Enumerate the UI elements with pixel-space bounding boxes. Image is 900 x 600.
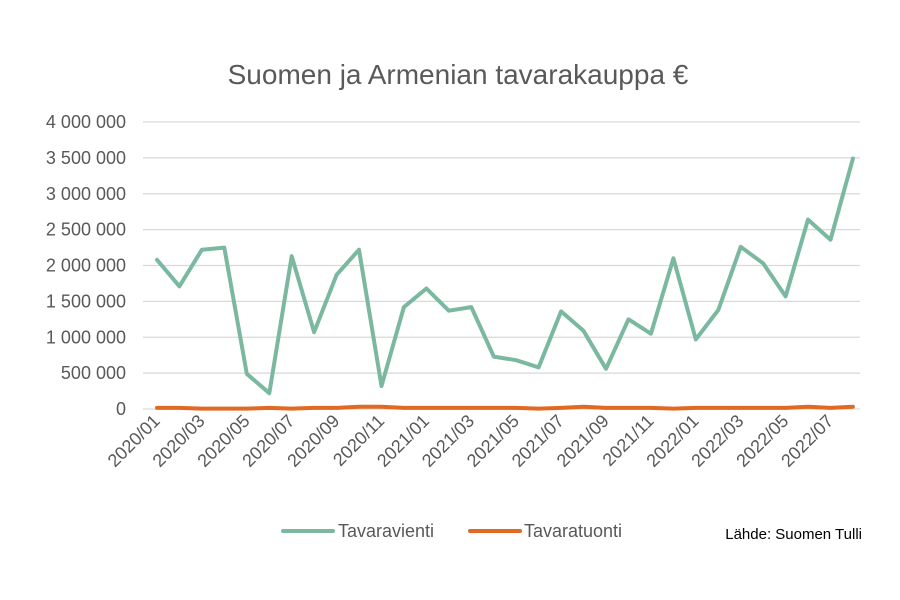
data-point	[492, 406, 496, 410]
data-point	[312, 406, 316, 410]
data-point	[357, 405, 361, 409]
data-point	[447, 406, 451, 410]
data-point	[739, 406, 743, 410]
data-point	[424, 286, 428, 290]
data-point	[694, 337, 698, 341]
y-tick-label: 2 500 000	[46, 220, 126, 240]
y-tick-label: 3 000 000	[46, 184, 126, 204]
data-point	[177, 406, 181, 410]
chart-title: Suomen ja Armenian tavarakauppa €	[228, 59, 689, 90]
data-point	[694, 406, 698, 410]
data-point	[312, 330, 316, 334]
data-point	[245, 372, 249, 376]
data-point	[649, 332, 653, 336]
y-tick-label: 2 000 000	[46, 256, 126, 276]
data-point	[514, 406, 518, 410]
data-point	[784, 406, 788, 410]
data-point	[582, 329, 586, 333]
data-point	[806, 218, 810, 222]
source-note: Lähde: Suomen Tulli	[725, 526, 862, 543]
data-point	[155, 406, 159, 410]
data-point	[200, 248, 204, 252]
legend: Tavaravienti Tavaratuonti	[281, 521, 622, 541]
data-point	[761, 261, 765, 265]
data-point	[604, 406, 608, 410]
grid-lines	[143, 121, 860, 410]
data-point	[290, 407, 294, 411]
data-point	[200, 407, 204, 411]
data-point	[222, 407, 226, 411]
data-point	[267, 406, 271, 410]
data-point	[806, 405, 810, 409]
data-point	[626, 317, 630, 321]
x-axis-ticks: 2020/012020/032020/052020/072020/092020/…	[104, 411, 838, 471]
series-line-tavaratuonti	[155, 404, 855, 411]
series-line-tavaravienti	[155, 156, 855, 396]
y-tick-label: 1 500 000	[46, 291, 126, 311]
data-point	[537, 407, 541, 411]
data-point	[559, 406, 563, 410]
data-point	[851, 405, 855, 409]
data-point	[267, 391, 271, 395]
data-point	[604, 367, 608, 371]
data-point	[716, 406, 720, 410]
data-point	[469, 406, 473, 410]
data-point	[492, 355, 496, 359]
y-tick-label: 1 000 000	[46, 327, 126, 347]
data-point	[335, 273, 339, 277]
data-point	[626, 406, 630, 410]
data-point	[829, 238, 833, 242]
series-lines	[155, 156, 855, 411]
data-point	[177, 284, 181, 288]
y-tick-label: 0	[116, 399, 126, 419]
y-tick-label: 4 000 000	[46, 112, 126, 132]
data-point	[739, 245, 743, 249]
data-point	[582, 405, 586, 409]
data-point	[851, 157, 855, 161]
data-point	[155, 258, 159, 262]
data-point	[222, 246, 226, 250]
data-point	[447, 309, 451, 313]
data-point	[357, 248, 361, 252]
data-point	[245, 407, 249, 411]
y-tick-label: 3 500 000	[46, 148, 126, 168]
data-point	[424, 406, 428, 410]
legend-label: Tavaravienti	[338, 521, 434, 541]
data-point	[514, 358, 518, 362]
data-point	[671, 407, 675, 411]
y-axis-ticks: 0 500 000 1 000 000 1 500 000 2 000 000 2 500…	[46, 112, 126, 419]
data-point	[829, 406, 833, 410]
data-point	[402, 406, 406, 410]
legend-label: Tavaratuonti	[524, 521, 622, 541]
data-point	[335, 406, 339, 410]
data-point	[761, 406, 765, 410]
data-point	[537, 365, 541, 369]
data-point	[559, 309, 563, 313]
data-point	[469, 305, 473, 309]
data-point	[716, 308, 720, 312]
data-point	[649, 406, 653, 410]
data-point	[380, 405, 384, 409]
data-point	[380, 384, 384, 388]
data-point	[402, 305, 406, 309]
y-tick-label: 500 000	[61, 363, 126, 383]
data-point	[290, 254, 294, 258]
data-point	[784, 294, 788, 298]
data-point	[671, 256, 675, 260]
